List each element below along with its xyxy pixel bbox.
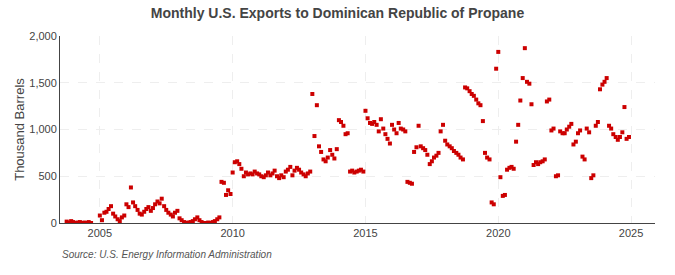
svg-text:2015: 2015 xyxy=(353,227,377,239)
svg-text:2010: 2010 xyxy=(220,227,244,239)
svg-text:2025: 2025 xyxy=(619,227,643,239)
svg-text:2005: 2005 xyxy=(88,227,112,239)
svg-text:2020: 2020 xyxy=(486,227,510,239)
svg-text:0: 0 xyxy=(51,217,57,229)
svg-text:Source: U.S. Energy Informatio: Source: U.S. Energy Information Administ… xyxy=(62,249,272,260)
svg-text:1,000: 1,000 xyxy=(29,123,57,135)
svg-text:Monthly U.S. Exports to Domini: Monthly U.S. Exports to Dominican Republ… xyxy=(151,5,525,21)
svg-text:1,500: 1,500 xyxy=(29,77,57,89)
svg-text:500: 500 xyxy=(38,170,56,182)
svg-text:Thousand Barrels: Thousand Barrels xyxy=(12,78,27,181)
svg-text:2,000: 2,000 xyxy=(29,30,57,42)
